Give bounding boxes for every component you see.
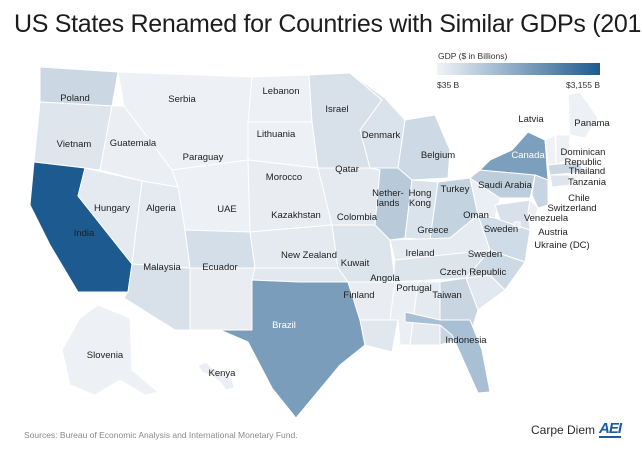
legend: GDP ($ in Billions) $35 B $3,155 B [437, 51, 600, 90]
state-labels: Poland Vietnam India Hungary Guatemala Serbia… [57, 86, 611, 379]
state-shape-north-dakota [247, 74, 313, 123]
state-label-virginia: Sweden [484, 224, 518, 235]
state-label-hawaii: Kenya [209, 368, 237, 379]
brand-name: Carpe Diem [531, 423, 596, 437]
state-shape-north-carolina [465, 249, 526, 291]
source-note: Sources: Bureau of Economic Analysis and… [24, 430, 298, 440]
state-label-maine: Latvia [518, 114, 544, 125]
state-label-kentucky: Oman [463, 210, 489, 221]
state-shapes [29, 66, 599, 419]
legend-min-label: $35 B [437, 80, 460, 90]
state-label-georgia: Taiwan [432, 290, 462, 301]
state-shape-florida [404, 311, 491, 394]
state-label-rhode-island: Tanzania [568, 177, 607, 188]
state-shape-new-hampshire [555, 134, 571, 166]
state-label-mississippi: Angola [370, 273, 400, 284]
state-label-new-jersey: Switzerland [547, 203, 596, 214]
state-shape-maryland [494, 199, 531, 231]
state-label-kansas: Kazakhstan [271, 210, 321, 221]
state-shape-alaska [61, 304, 159, 396]
state-label-pennsylvania: Saudi Arabia [478, 180, 533, 191]
state-label-oregon: Vietnam [57, 139, 92, 150]
state-shape-louisiana [359, 319, 399, 353]
state-label-south-carolina: Czech Republic [440, 267, 507, 278]
state-shape-new-mexico [189, 267, 256, 331]
state-label-louisiana: Finland [343, 290, 374, 301]
state-shape-district-of-columbia [513, 221, 521, 229]
state-shape-new-jersey [531, 174, 549, 209]
state-label-texas: Brazil [272, 320, 296, 331]
state-label-ohio: Turkey [441, 184, 470, 195]
state-shape-maine [567, 91, 599, 139]
state-label-oklahoma: New Zealand [281, 250, 337, 261]
state-label-new-hampshire: Dominican Republic [561, 147, 606, 168]
state-label-wyoming: Paraguay [183, 152, 224, 163]
legend-gradient-bar [437, 63, 600, 75]
state-shape-oregon [33, 101, 113, 171]
state-label-massachusetts: Thailand [569, 166, 605, 177]
state-label-vermont: Panama [574, 118, 610, 129]
state-label-washington: Poland [60, 93, 90, 104]
state-label-california: India [74, 228, 95, 239]
state-shape-oklahoma [251, 267, 349, 283]
state-label-indiana: Hong Kong [409, 188, 432, 209]
state-label-michigan: Belgium [421, 150, 455, 161]
state-label-tennessee: Greece [417, 225, 448, 236]
state-shape-kansas [249, 224, 339, 269]
state-shape-pennsylvania [469, 169, 536, 199]
state-label-new-york: Canada [511, 150, 545, 161]
state-label-south-dakota: Lithuania [257, 129, 296, 140]
state-label-maryland: Austria [538, 227, 568, 238]
aei-logo: AEI [599, 420, 622, 438]
state-label-north-carolina: Sweden [468, 249, 502, 260]
state-label-montana: Serbia [168, 94, 196, 105]
state-shape-michigan [397, 114, 451, 181]
brand: Carpe Diem AEI [531, 420, 622, 438]
state-shape-massachusetts [547, 161, 586, 176]
state-label-idaho: Guatemala [110, 138, 157, 149]
state-label-florida: Indonesia [445, 335, 487, 346]
state-label-nevada: Hungary [94, 203, 130, 214]
state-label-nebraska: Morocco [266, 172, 302, 183]
page-title: US States Renamed for Countries with Sim… [14, 10, 642, 38]
state-label-new-mexico: Ecuador [202, 262, 237, 273]
state-label-alabama: Portugal [396, 283, 431, 294]
state-label-missouri: Colombia [337, 212, 378, 223]
state-label-delaware: Venezuela [524, 213, 569, 224]
state-label-utah: Algeria [146, 203, 176, 214]
legend-title: GDP ($ in Billions) [438, 51, 507, 61]
state-label-arkansas: Kuwait [341, 258, 370, 269]
state-label-minnesota: Israel [325, 104, 348, 115]
state-label-connecticut: Chile [568, 193, 590, 204]
state-shape-arizona [123, 263, 191, 331]
state-label-illinois: Nether-lands [372, 188, 404, 209]
state-label-north-dakota: Lebanon [263, 86, 300, 97]
legend-max-label: $3,155 B [566, 80, 600, 90]
state-label-west-virginia: Ireland [405, 248, 434, 259]
state-label-alaska: Slovenia [87, 350, 124, 361]
state-shape-hawaii [197, 361, 235, 391]
state-label-arizona: Malaysia [143, 262, 181, 273]
state-label-colorado: UAE [217, 204, 237, 215]
state-shape-connecticut [549, 174, 571, 188]
state-label-wisconsin: Denmark [362, 130, 401, 141]
state-label-district-of-columbia: Ukraine (DC) [534, 240, 589, 251]
state-label-iowa: Qatar [335, 164, 359, 175]
